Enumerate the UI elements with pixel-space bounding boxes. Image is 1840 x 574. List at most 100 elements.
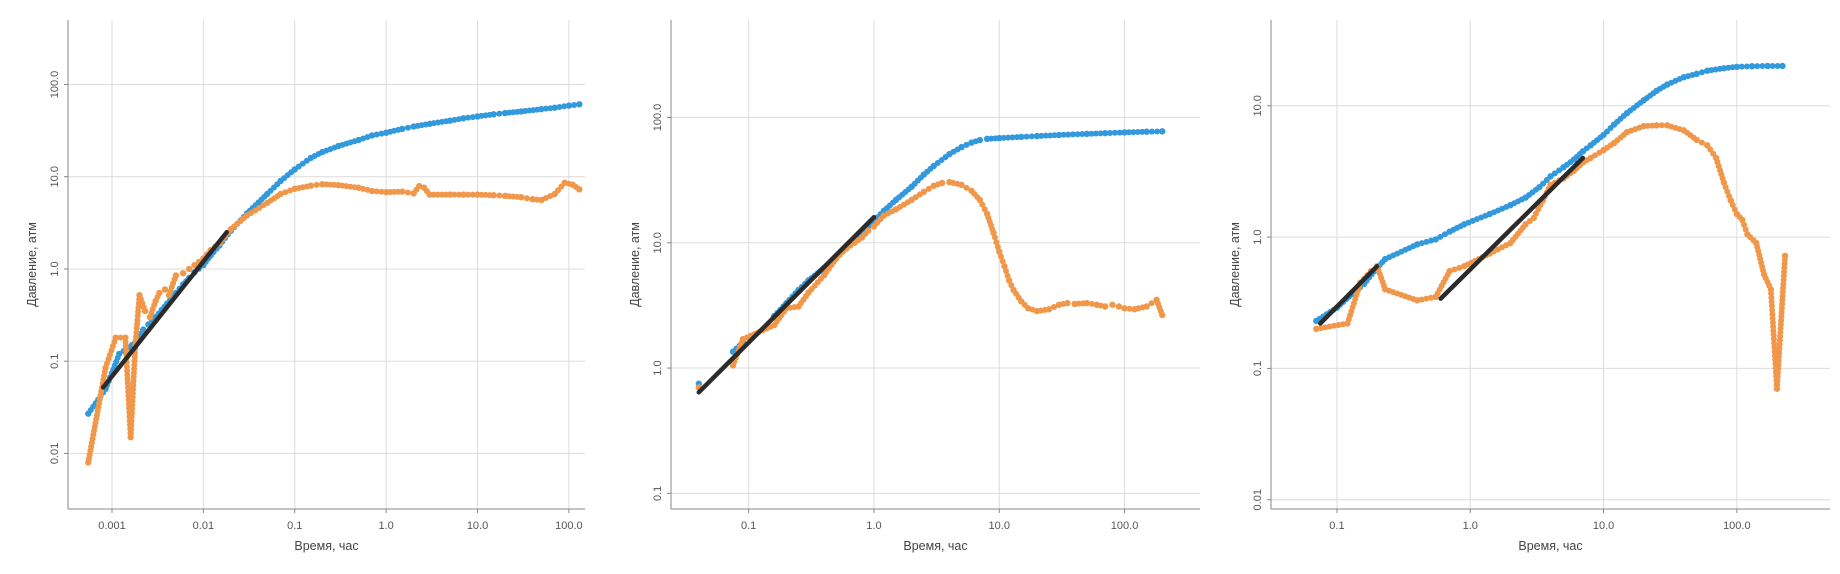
x-axis-label: Время, час bbox=[294, 539, 358, 553]
data-point-interp bbox=[925, 185, 932, 192]
data-point bbox=[140, 326, 147, 333]
data-point bbox=[1121, 305, 1128, 312]
grid bbox=[1271, 20, 1830, 509]
data-point-interp bbox=[1644, 122, 1651, 129]
data-point-interp bbox=[1451, 266, 1458, 273]
grid bbox=[671, 20, 1200, 509]
data-point bbox=[1446, 267, 1453, 275]
data-point bbox=[446, 191, 454, 198]
data-point bbox=[976, 196, 984, 204]
data-point bbox=[1739, 216, 1746, 224]
data-point bbox=[1653, 122, 1660, 129]
data-point-interp bbox=[1331, 322, 1338, 329]
data-point-interp bbox=[1423, 295, 1430, 302]
data-point-interp bbox=[1074, 131, 1081, 138]
chart-panel-2: 0.1 1.0 10.0 100.0 0.1 1.0 10.0 100.0 Время, час… bbox=[613, 0, 1226, 569]
data-point bbox=[1005, 277, 1013, 284]
data-point bbox=[460, 115, 467, 122]
data-point-interp bbox=[1111, 129, 1118, 136]
data-point-interp bbox=[404, 124, 411, 131]
data-point bbox=[1693, 70, 1700, 78]
data-point bbox=[1781, 252, 1789, 260]
data-point bbox=[172, 272, 180, 279]
data-point bbox=[517, 193, 525, 201]
data-point-interp bbox=[1317, 325, 1324, 332]
data-point-interp bbox=[1107, 129, 1114, 136]
chart-panel-3: 0.1 1.0 10.0 100.0 0.01 0.1 1.0 10.0 Время, час Д… bbox=[1226, 0, 1839, 569]
data-point-interp bbox=[561, 103, 568, 110]
series-points-2 bbox=[1313, 122, 1789, 392]
data-point-interp bbox=[1441, 231, 1448, 238]
data-point-interp bbox=[1729, 201, 1736, 208]
data-point bbox=[920, 188, 928, 196]
data-point-interp bbox=[1126, 305, 1133, 312]
x-tick-label: 1.0 bbox=[866, 520, 881, 532]
data-point-interp bbox=[465, 114, 472, 121]
data-point-interp bbox=[1741, 221, 1748, 228]
series-points-1 bbox=[85, 101, 583, 417]
data-point-interp bbox=[1008, 282, 1015, 289]
data-point-interp bbox=[1769, 62, 1776, 69]
data-point bbox=[490, 192, 497, 199]
fit-line-1 bbox=[1318, 263, 1380, 326]
data-point-interp bbox=[999, 258, 1006, 265]
y-tick-label: 0.1 bbox=[49, 354, 61, 369]
data-point-interp bbox=[451, 191, 458, 198]
data-point-interp bbox=[993, 239, 1000, 246]
data-point-interp bbox=[1742, 226, 1749, 233]
data-point-interp bbox=[1088, 300, 1095, 307]
data-point bbox=[958, 181, 965, 189]
data-point bbox=[1414, 241, 1421, 248]
data-point bbox=[996, 134, 1003, 142]
data-point-interp bbox=[1698, 69, 1705, 76]
data-point bbox=[186, 265, 193, 273]
data-point-interp bbox=[1707, 146, 1714, 153]
data-point-interp bbox=[373, 188, 380, 195]
x-tick-label: 100.0 bbox=[555, 520, 583, 532]
data-point-interp bbox=[1326, 323, 1333, 330]
data-point bbox=[307, 182, 315, 189]
x-tick-label: 0.1 bbox=[1329, 520, 1344, 532]
series-points-2 bbox=[695, 178, 1166, 391]
data-point-interp bbox=[404, 189, 411, 196]
data-point bbox=[976, 136, 984, 144]
x-tick-label: 0.01 bbox=[193, 520, 214, 532]
data-point-interp bbox=[378, 188, 385, 195]
chart-panel-1: 0.001 0.01 0.1 1.0 10.0 100.0 0.01 0.1 1.0 10.0 10… bbox=[0, 0, 613, 569]
data-point bbox=[1033, 132, 1041, 140]
data-point bbox=[1432, 236, 1439, 243]
fit-line-2 bbox=[1438, 155, 1586, 301]
data-point bbox=[996, 248, 1003, 255]
data-point-interp bbox=[1743, 63, 1750, 70]
data-point bbox=[460, 191, 467, 198]
data-point-interp bbox=[1042, 132, 1049, 139]
data-point bbox=[399, 188, 406, 195]
data-point bbox=[1733, 63, 1741, 71]
chart-1: 0.001 0.01 0.1 1.0 10.0 100.0 0.01 0.1 1.0 10.0 10… bbox=[25, 20, 585, 553]
y-tick-label: 1.0 bbox=[49, 261, 61, 276]
data-point bbox=[191, 261, 198, 269]
data-point-interp bbox=[1047, 132, 1054, 139]
data-point-interp bbox=[465, 191, 472, 198]
data-point bbox=[938, 179, 946, 187]
data-point-interp bbox=[1065, 131, 1072, 138]
fit-line-1 bbox=[100, 230, 229, 390]
data-point-interp bbox=[1116, 129, 1123, 136]
data-point-interp bbox=[1134, 128, 1141, 135]
data-point bbox=[1101, 303, 1109, 310]
data-point-interp bbox=[1088, 130, 1095, 137]
grid bbox=[68, 20, 585, 509]
data-point-interp bbox=[1437, 233, 1444, 240]
data-point bbox=[576, 186, 583, 193]
data-point-interp bbox=[117, 334, 124, 341]
data-point-interp bbox=[1130, 129, 1137, 136]
data-point-interp bbox=[997, 253, 1004, 260]
data-point bbox=[368, 187, 376, 195]
data-point bbox=[277, 190, 284, 198]
y-tick-label: 10.0 bbox=[652, 232, 664, 253]
data-point bbox=[576, 101, 583, 108]
data-point bbox=[1018, 133, 1025, 141]
x-tick-label: 1.0 bbox=[378, 520, 393, 532]
data-point bbox=[1083, 299, 1091, 307]
data-point bbox=[1001, 263, 1008, 270]
